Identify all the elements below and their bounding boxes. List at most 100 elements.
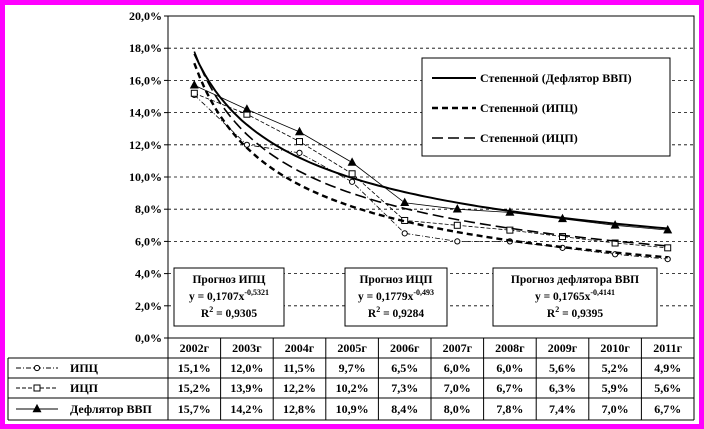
x-category-label: 2011г [653, 341, 682, 355]
table-row-2: ИЦП 15,2% 13,9% 12,2% 10,2% 7,3% 7,0% 6,7% 6,3% 5… [16, 381, 681, 395]
table-cell-value: 15,1% [178, 361, 211, 375]
row-series-name: ИПЦ [70, 361, 99, 375]
data-point [242, 104, 252, 113]
table-cell-value: 8,0% [444, 402, 471, 416]
data-point [190, 89, 198, 97]
y-tick-label: 6,0% [135, 234, 162, 248]
row-series-name: ИЦП [70, 381, 99, 395]
table-cell-value: 15,2% [178, 381, 211, 395]
legend: Степенной (Дефлятор ВВП) Степенной (ИПЦ) С… [421, 57, 671, 157]
data-table: 2002г 2003г 2004г 2005г 2006г 2007г 2008г 2009г… [7, 337, 695, 421]
table-cell-value: 10,9% [336, 402, 369, 416]
table-row-1: ИПЦ 15,1% 12,0% 11,5% 9,7% 6,5% 6,0% 6,0% 5,6% 5,… [16, 361, 681, 375]
data-point [295, 126, 304, 136]
data-point [296, 138, 303, 146]
table-cell-value: 13,9% [230, 381, 263, 395]
y-tick-label: 16,0% [129, 73, 162, 87]
table-cell-value: 9,7% [339, 361, 366, 375]
equation-box-3: Прогноз дефлятора ВВП y = 0,1765x-0,4141 R… [492, 267, 658, 327]
data-point [559, 233, 566, 241]
x-category-label: 2005г [337, 341, 367, 355]
y-tick-label: 20,0% [129, 9, 162, 23]
data-point [347, 157, 357, 166]
series-line [194, 84, 668, 231]
x-category-label: 2003г [232, 341, 262, 355]
table-cell-value: 5,2% [602, 361, 629, 375]
y-tick-label: 0,0% [135, 331, 162, 345]
table-cell-value: 7,3% [391, 381, 418, 395]
table-cell-value: 6,3% [549, 381, 576, 395]
table-cell-value: 7,0% [444, 381, 471, 395]
data-point [664, 244, 672, 252]
x-category-label: 2009г [548, 341, 578, 355]
table-cell-value: 10,2% [336, 381, 369, 395]
data-point [243, 141, 250, 148]
table-cell-value: 8,4% [391, 402, 418, 416]
table-cell-value: 12,0% [230, 361, 263, 375]
row-legend-marker [33, 364, 41, 372]
trendline-1 [193, 53, 668, 230]
data-point [296, 149, 303, 156]
equation-formula: y = 0,1765x-0,4141 [535, 288, 615, 303]
y-tick-label: 14,0% [129, 106, 162, 120]
y-tick-label: 2,0% [135, 299, 162, 313]
equation-r2: R2 = 0,9395 [547, 305, 603, 320]
data-point [506, 226, 514, 234]
table-cell-value: 6,0% [496, 361, 523, 375]
equation-box-border [344, 267, 448, 327]
x-category-label: 2002г [180, 341, 210, 355]
data-point [400, 197, 410, 207]
table-cell-value: 14,2% [230, 402, 263, 416]
data-point [454, 238, 461, 245]
data-point [452, 204, 462, 213]
table-cell-value: 4,9% [654, 361, 681, 375]
table-cell-value: 7,8% [496, 402, 523, 416]
data-point [189, 80, 199, 89]
row-legend-marker [33, 384, 41, 392]
table-cell-value: 12,2% [283, 381, 316, 395]
equation-box-border [173, 267, 285, 327]
row-legend-marker [32, 403, 42, 413]
x-category-label: 2007г [443, 341, 473, 355]
legend-label: Степенной (ИЦП) [480, 131, 578, 145]
table-cell-value: 6,0% [444, 361, 471, 375]
equation-box-border [492, 267, 658, 327]
row-series-name: Дефлятор ВВП [70, 402, 153, 416]
x-category-label: 2008г [495, 341, 525, 355]
equation-title: Прогноз ИЦП [359, 274, 432, 286]
equation-title: Прогноз ИПЦ [192, 274, 265, 286]
data-point [611, 239, 619, 247]
y-tick-label: 10,0% [129, 170, 162, 184]
table-cell-value: 6,7% [496, 381, 523, 395]
trendline-2 [193, 62, 668, 259]
series-line [194, 92, 668, 249]
table-row-3: Дефлятор ВВП 15,7% 14,2% 12,8% 10,9% 8,4% 8,0%… [16, 402, 681, 416]
data-point [401, 230, 408, 237]
data-point [453, 221, 461, 229]
table-cell-value: 15,7% [178, 402, 211, 416]
data-point [663, 224, 673, 234]
x-category-label: 2006г [390, 341, 420, 355]
y-tick-label: 4,0% [135, 267, 162, 281]
equation-formula: y = 0,1707x-0,5321 [189, 288, 269, 303]
equation-r2: R2 = 0,9284 [368, 305, 424, 320]
legend-label: Степенной (ИПЦ) [480, 101, 578, 115]
equation-r2: R2 = 0,9305 [201, 305, 257, 320]
legend-label: Степенной (Дефлятор ВВП) [480, 71, 632, 85]
table-cell-value: 12,8% [283, 402, 316, 416]
table-cell-value: 6,7% [654, 402, 681, 416]
equation-box-2: Прогноз ИЦП y = 0,1779x-0,493 R2 = 0,9284 [344, 267, 448, 327]
y-tick-label: 18,0% [129, 41, 162, 55]
table-cell-value: 7,4% [549, 402, 576, 416]
equation-box-1: Прогноз ИПЦ y = 0,1707x-0,5321 R2 = 0,9305 [173, 267, 285, 327]
table-cell-value: 5,6% [549, 361, 576, 375]
table-cell-value: 6,5% [391, 361, 418, 375]
x-category-label: 2004г [285, 341, 315, 355]
equation-title: Прогноз дефлятора ВВП [511, 274, 639, 286]
y-tick-label: 8,0% [135, 202, 162, 216]
y-tick-label: 12,0% [129, 138, 162, 152]
trendline-3 [193, 51, 668, 247]
equation-formula: y = 0,1779x-0,493 [358, 288, 434, 303]
table-cell-value: 5,9% [602, 381, 629, 395]
